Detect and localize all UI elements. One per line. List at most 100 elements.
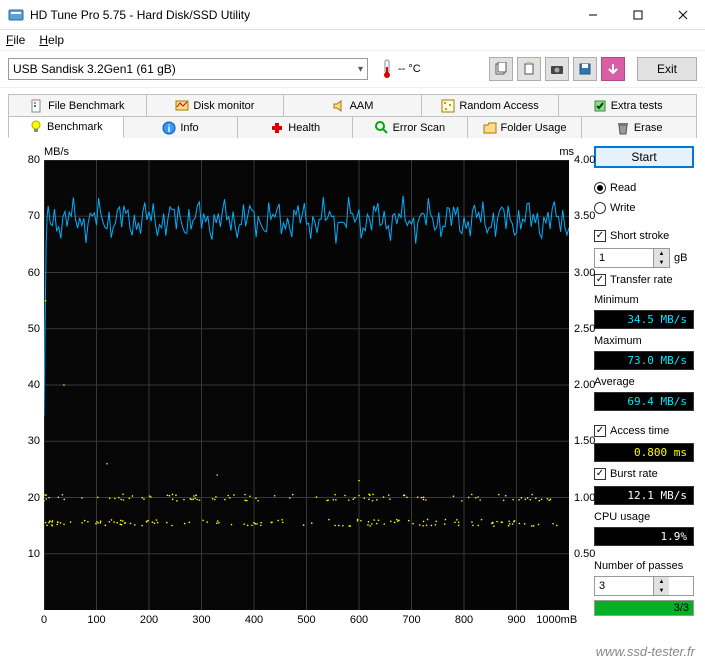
tab-erase[interactable]: Erase: [582, 116, 697, 138]
side-panel: Start Read Write ✓Short stroke ▲▼ gB ✓Tr…: [594, 146, 694, 646]
maximum-value: 73.0 MB/s: [594, 351, 694, 370]
temperature-display: -- °C: [380, 59, 421, 79]
tab-disk-monitor[interactable]: Disk monitor: [147, 94, 285, 116]
tab-random-access[interactable]: Random Access: [422, 94, 560, 116]
spinner-down[interactable]: ▼: [654, 258, 669, 267]
titlebar: HD Tune Pro 5.75 - Hard Disk/SSD Utility: [0, 0, 705, 30]
average-value: 69.4 MB/s: [594, 392, 694, 411]
tab-extra-tests[interactable]: Extra tests: [559, 94, 697, 116]
y2-axis-label: ms: [559, 146, 574, 158]
toolbar-buttons: [489, 57, 625, 81]
tab-label: Benchmark: [47, 121, 103, 133]
chevron-down-icon: ▾: [358, 64, 363, 75]
options-button[interactable]: [601, 57, 625, 81]
thermometer-icon: [380, 59, 394, 79]
menu-file[interactable]: File: [6, 33, 25, 47]
check-label: Short stroke: [610, 230, 669, 242]
tab-label: Health: [288, 122, 320, 134]
trash-icon: [616, 121, 630, 135]
transfer-rate-check[interactable]: ✓ Transfer rate: [594, 272, 694, 288]
tab-label: File Benchmark: [48, 100, 124, 112]
window-title: HD Tune Pro 5.75 - Hard Disk/SSD Utility: [30, 8, 570, 22]
short-stroke-input[interactable]: ▲▼: [594, 248, 670, 268]
save-icon: [578, 62, 592, 76]
passes-label: Number of passes: [594, 560, 694, 572]
tab-label: Extra tests: [611, 100, 663, 112]
read-radio[interactable]: Read: [594, 180, 694, 196]
short-stroke-field[interactable]: [595, 249, 653, 267]
average-label: Average: [594, 376, 694, 388]
tab-label: Disk monitor: [193, 100, 254, 112]
benchmark-chart: MB/s ms 1020304050607080 0.501.001.502.0…: [8, 146, 588, 646]
tab-benchmark[interactable]: Benchmark: [8, 116, 124, 138]
burst-rate-value: 12.1 MB/s: [594, 486, 694, 505]
tab-info[interactable]: i Info: [124, 116, 239, 138]
tab-aam[interactable]: AAM: [284, 94, 422, 116]
tabs: File Benchmark Disk monitor AAM Random A…: [0, 88, 705, 138]
save-button[interactable]: [573, 57, 597, 81]
copy-info-button[interactable]: [489, 57, 513, 81]
start-button[interactable]: Start: [594, 146, 694, 168]
tab-label: Erase: [634, 122, 663, 134]
access-time-check[interactable]: ✓ Access time: [594, 423, 694, 439]
maximize-button[interactable]: [615, 0, 660, 29]
device-select[interactable]: USB Sandisk 3.2Gen1 (61 gB) ▾: [8, 58, 368, 80]
menu-help[interactable]: Help: [39, 33, 64, 47]
checkbox-icon: ✓: [594, 274, 606, 286]
tab-label: Info: [180, 122, 198, 134]
tests-icon: [593, 99, 607, 113]
check-label: Access time: [610, 425, 669, 437]
tab-row-bottom: Benchmark i Info Health Error Scan Folder…: [8, 115, 697, 138]
maximum-label: Maximum: [594, 335, 694, 347]
toolbar: USB Sandisk 3.2Gen1 (61 gB) ▾ -- °C Exit: [0, 50, 705, 88]
passes-input[interactable]: ▲▼: [594, 576, 694, 596]
app-icon: [8, 7, 24, 23]
health-icon: [270, 121, 284, 135]
info-icon: i: [162, 121, 176, 135]
camera-icon: [550, 62, 564, 76]
cpu-usage-value: 1.9%: [594, 527, 694, 546]
content: MB/s ms 1020304050607080 0.501.001.502.0…: [0, 138, 705, 654]
check-label: Burst rate: [610, 468, 658, 480]
copy-screenshot-button[interactable]: [517, 57, 541, 81]
random-icon: [441, 99, 455, 113]
bulb-icon: [29, 120, 43, 134]
radio-label: Write: [610, 202, 635, 214]
unit-label: gB: [674, 252, 687, 264]
spinner-up[interactable]: ▲: [654, 577, 669, 586]
progress-bar: 3/3: [594, 600, 694, 616]
exit-button[interactable]: Exit: [637, 57, 697, 81]
temperature-value: -- °C: [398, 63, 421, 75]
tab-health[interactable]: Health: [238, 116, 353, 138]
progress-text: 3/3: [674, 601, 689, 615]
spinner-up[interactable]: ▲: [654, 249, 669, 258]
tab-file-benchmark[interactable]: File Benchmark: [8, 94, 147, 116]
tab-folder-usage[interactable]: Folder Usage: [468, 116, 583, 138]
passes-field[interactable]: [595, 577, 653, 595]
short-stroke-check[interactable]: ✓Short stroke: [594, 228, 694, 244]
chart-canvas: [44, 160, 569, 610]
close-button[interactable]: [660, 0, 705, 29]
clipboard-icon: [522, 62, 536, 76]
checkbox-icon: ✓: [594, 425, 606, 437]
burst-rate-check[interactable]: ✓ Burst rate: [594, 466, 694, 482]
minimum-value: 34.5 MB/s: [594, 310, 694, 329]
menubar: File Help: [0, 30, 705, 50]
access-time-value: 0.800 ms: [594, 443, 694, 462]
minimize-button[interactable]: [570, 0, 615, 29]
minimum-label: Minimum: [594, 294, 694, 306]
checkbox-icon: ✓: [594, 468, 606, 480]
check-label: Transfer rate: [610, 274, 673, 286]
window-buttons: [570, 0, 705, 29]
copy-icon: [494, 62, 508, 76]
tab-label: AAM: [350, 100, 374, 112]
y1-axis-label: MB/s: [44, 146, 69, 158]
write-radio[interactable]: Write: [594, 200, 694, 216]
screenshot-button[interactable]: [545, 57, 569, 81]
arrow-down-icon: [606, 62, 620, 76]
tab-error-scan[interactable]: Error Scan: [353, 116, 468, 138]
tab-label: Random Access: [459, 100, 538, 112]
tab-label: Error Scan: [393, 122, 446, 134]
radio-label: Read: [610, 182, 636, 194]
spinner-down[interactable]: ▼: [654, 586, 669, 595]
